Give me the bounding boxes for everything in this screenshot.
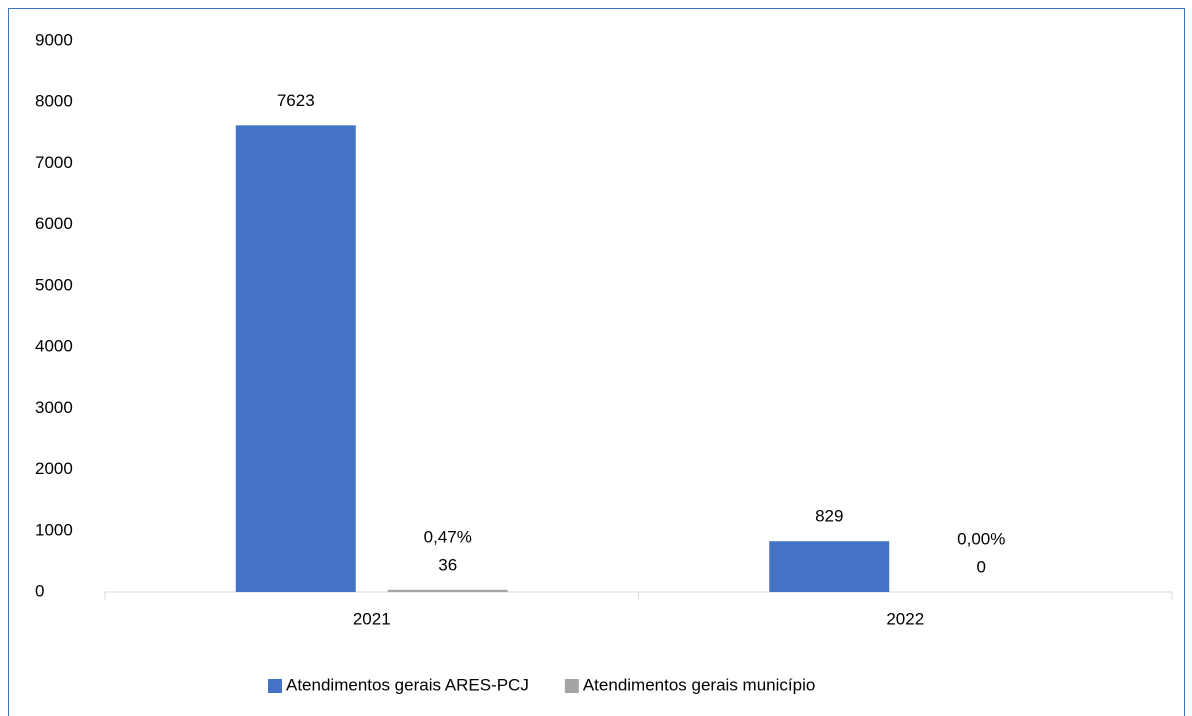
y-tick-label: 4000	[35, 337, 73, 356]
chart-frame	[8, 8, 1185, 716]
y-tick-label: 0	[35, 581, 44, 600]
legend-label: Atendimentos gerais ARES-PCJ	[286, 675, 529, 694]
y-tick-label: 7000	[35, 153, 73, 172]
y-tick-label: 8000	[35, 92, 73, 111]
y-tick-label: 2000	[35, 459, 73, 478]
bar	[235, 125, 356, 592]
data-label: 36	[438, 555, 457, 574]
legend-swatch	[268, 679, 282, 693]
x-tick-label: 2021	[353, 609, 391, 628]
data-label: 7623	[277, 91, 315, 110]
y-tick-label: 9000	[35, 30, 73, 49]
data-label: 0	[977, 557, 986, 576]
y-tick-label: 6000	[35, 214, 73, 233]
x-tick-label: 2022	[886, 609, 924, 628]
data-annotation: 0,00%	[957, 529, 1005, 548]
bar	[769, 541, 890, 592]
y-tick-label: 5000	[35, 275, 73, 294]
bar	[387, 589, 508, 592]
data-annotation: 0,47%	[424, 527, 472, 546]
y-tick-label: 1000	[35, 520, 73, 539]
data-label: 829	[815, 507, 843, 526]
legend-swatch	[564, 679, 579, 693]
legend-label: Atendimentos gerais município	[583, 675, 815, 694]
y-tick-label: 3000	[35, 398, 73, 417]
